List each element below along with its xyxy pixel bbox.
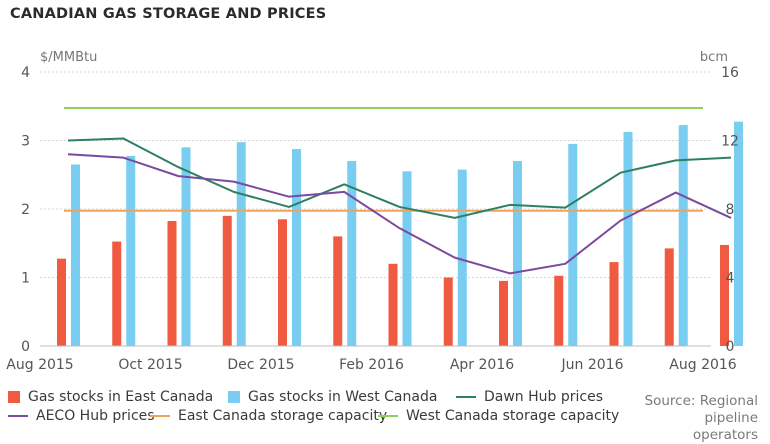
legend-swatch-east-stocks bbox=[8, 391, 20, 403]
bar-west-stocks bbox=[734, 121, 743, 346]
legend-label-dawn-hub: Dawn Hub prices bbox=[484, 389, 604, 405]
legend-west-stocks: Gas stocks in West Canada bbox=[228, 388, 437, 406]
bar-east-stocks bbox=[443, 277, 453, 346]
bar-west-stocks bbox=[402, 171, 412, 346]
legend-label-aeco-hub: AECO Hub prices bbox=[36, 408, 155, 424]
y-right-tick-label: 0 bbox=[726, 339, 735, 355]
bar-east-stocks bbox=[554, 275, 564, 346]
x-tick-label: Jun 2016 bbox=[561, 357, 624, 373]
chart-title: CANADIAN GAS STORAGE AND PRICES bbox=[10, 6, 327, 22]
bar-west-stocks bbox=[513, 161, 522, 346]
x-tick-label: Oct 2015 bbox=[118, 357, 182, 373]
legend-label-west-capacity: West Canada storage capacity bbox=[406, 408, 620, 424]
bar-east-stocks bbox=[278, 219, 287, 346]
bar-east-stocks bbox=[720, 244, 729, 346]
y-right-tick-label: 4 bbox=[726, 271, 735, 287]
source-note: Source: Regional pipeline operators bbox=[644, 393, 758, 443]
bar-west-stocks bbox=[292, 149, 301, 346]
y-left-tick-label: 3 bbox=[21, 134, 30, 150]
bar-east-stocks bbox=[112, 241, 122, 346]
legend-aeco-hub: AECO Hub prices bbox=[8, 407, 155, 425]
bar-west-stocks bbox=[623, 131, 633, 346]
x-tick-label: Aug 2015 bbox=[6, 357, 73, 373]
x-tick-label: Dec 2015 bbox=[227, 357, 294, 373]
x-tick-label: Apr 2016 bbox=[450, 357, 514, 373]
y-right-axis-label: bcm bbox=[700, 50, 728, 65]
legend-swatch-west-stocks bbox=[228, 391, 240, 403]
x-tick-label: Feb 2016 bbox=[339, 357, 404, 373]
bar-east-stocks bbox=[388, 263, 398, 346]
line-aeco-hub bbox=[67, 153, 732, 275]
y-left-tick-label: 1 bbox=[21, 271, 30, 287]
y-right-tick-label: 8 bbox=[726, 202, 735, 218]
bar-west-stocks bbox=[347, 161, 357, 346]
legend-dawn-hub: Dawn Hub prices bbox=[456, 388, 603, 406]
x-tick-label: Aug 2016 bbox=[669, 357, 737, 373]
legend-west-capacity: West Canada storage capacity bbox=[378, 407, 619, 425]
line-dawn-hub bbox=[67, 137, 732, 219]
legend-east-capacity: East Canada storage capacity bbox=[150, 407, 387, 425]
legend-label-east-stocks: Gas stocks in East Canada bbox=[28, 389, 214, 405]
bar-east-stocks bbox=[499, 280, 508, 346]
y-right-tick-label: 12 bbox=[721, 134, 739, 150]
legend-label-east-capacity: East Canada storage capacity bbox=[178, 408, 388, 424]
legend-swatch-east-capacity bbox=[150, 415, 170, 417]
y-left-axis-label: $/MMBtu bbox=[40, 50, 97, 65]
legend-east-stocks: Gas stocks in East Canada bbox=[8, 388, 213, 406]
bar-east-stocks bbox=[57, 258, 66, 346]
y-left-tick-label: 0 bbox=[21, 339, 30, 355]
legend-swatch-dawn-hub bbox=[456, 396, 476, 398]
bar-west-stocks bbox=[181, 147, 191, 346]
bar-east-stocks bbox=[333, 236, 343, 346]
bar-west-stocks bbox=[236, 142, 246, 346]
bar-east-stocks bbox=[222, 215, 232, 346]
y-left-tick-label: 4 bbox=[21, 65, 30, 81]
bar-west-stocks bbox=[126, 155, 136, 346]
bar-west-stocks bbox=[71, 164, 80, 346]
bar-east-stocks bbox=[167, 220, 177, 346]
bar-west-stocks bbox=[568, 143, 578, 346]
legend-swatch-aeco-hub bbox=[8, 415, 28, 417]
bar-east-stocks bbox=[664, 248, 674, 346]
bar-east-stocks bbox=[609, 262, 619, 346]
y-left-tick-label: 2 bbox=[21, 202, 30, 218]
bar-west-stocks bbox=[457, 169, 467, 346]
legend-label-west-stocks: Gas stocks in West Canada bbox=[248, 389, 438, 405]
bar-west-stocks bbox=[678, 125, 688, 347]
legend-swatch-west-capacity bbox=[378, 415, 398, 417]
y-right-tick-label: 16 bbox=[721, 65, 739, 81]
